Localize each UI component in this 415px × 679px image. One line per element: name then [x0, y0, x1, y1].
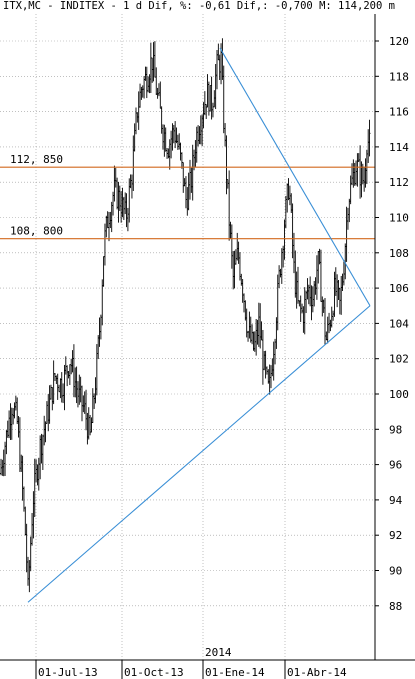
y-tick-label: 102: [389, 353, 409, 366]
trend-line: [27, 305, 371, 603]
y-tick-label: 90: [389, 565, 402, 578]
y-tick-label: 100: [389, 388, 409, 401]
trend-lines: [27, 47, 371, 603]
year-label: 2014: [205, 646, 232, 659]
y-tick-label: 88: [389, 600, 402, 613]
x-tick-label: 01-Abr-14: [287, 666, 347, 679]
y-tick-label: 110: [389, 212, 409, 225]
y-tick-label: 118: [389, 70, 409, 83]
chart-header: ITX,MC - INDITEX - 1 d Dif, %: -0,61 Dif…: [3, 0, 395, 12]
y-tick-label: 94: [389, 494, 403, 507]
y-tick-label: 112: [389, 176, 409, 189]
y-tick-label: 106: [389, 282, 409, 295]
y-tick-label: 98: [389, 423, 402, 436]
y-tick-label: 108: [389, 247, 409, 260]
y-tick-label: 120: [389, 35, 409, 48]
trend-line: [219, 47, 371, 307]
level-label: 112, 850: [10, 153, 63, 166]
level-label: 108, 800: [10, 225, 63, 238]
horizontal-levels: 112, 850 108, 800: [0, 153, 375, 240]
y-tick-label: 114: [389, 141, 409, 154]
x-tick-label: 01-Oct-13: [124, 666, 184, 679]
y-tick-label: 92: [389, 529, 402, 542]
y-tick-label: 104: [389, 317, 409, 330]
x-tick-label: 01-Jul-13: [38, 666, 98, 679]
y-tick-label: 96: [389, 459, 402, 472]
axes: 88 90 92 94 96 98 100 102 104 106 108 110 112 114 116 1…: [0, 14, 415, 679]
x-tick-label: 01-Ene-14: [205, 666, 265, 679]
y-tick-label: 116: [389, 106, 409, 119]
